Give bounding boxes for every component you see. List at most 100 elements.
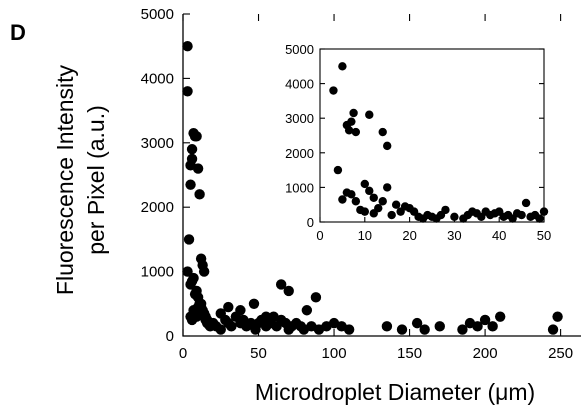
main-y-tick-label: 3000	[141, 135, 174, 152]
inset-data-points	[329, 62, 549, 223]
main-data-point	[198, 266, 210, 277]
inset-x-tick-label: 50	[537, 228, 551, 243]
main-x-tick-label: 50	[250, 345, 267, 362]
inset-y-tick-label: 5000	[285, 42, 314, 57]
main-data-point	[301, 305, 313, 316]
main-data-point	[188, 272, 199, 284]
main-data-point	[260, 311, 272, 322]
inset-data-point	[535, 214, 544, 223]
main-data-point	[434, 321, 445, 332]
main-data-point	[194, 189, 205, 200]
inset-axis-ticks: 0 10 20 30 40 50 0 1000 2000 3000 4000 5000	[285, 42, 551, 243]
main-data-point	[186, 144, 198, 155]
main-data-point	[419, 324, 430, 335]
inset-data-point	[338, 62, 347, 71]
main-y-tick-label: 4000	[141, 70, 174, 87]
inset-x-tick-label: 10	[358, 228, 372, 243]
main-data-point	[472, 321, 483, 332]
main-y-tick-label: 0	[166, 328, 174, 345]
main-x-tick-label: 250	[548, 345, 573, 362]
y-axis-title-line-1: Fluorescence Intensity	[52, 64, 78, 295]
main-data-point	[195, 298, 207, 309]
inset-y-tick-label: 0	[307, 215, 314, 230]
inset-x-tick-label: 0	[316, 228, 323, 243]
main-data-point	[192, 163, 204, 174]
main-data-point	[191, 131, 202, 142]
main-data-point	[479, 314, 491, 326]
inset-data-point	[521, 198, 531, 208]
inset-data-point	[347, 190, 356, 199]
inset-data-point	[383, 141, 392, 151]
inset-data-point	[369, 193, 378, 202]
main-data-point	[185, 179, 196, 190]
inset-data-point	[383, 183, 392, 192]
inset-data-point	[329, 86, 338, 95]
inset-data-point	[391, 200, 401, 209]
main-data-point	[182, 41, 193, 52]
main-data-point	[215, 308, 226, 319]
inset-y-tick-label: 2000	[285, 146, 314, 161]
inset-data-point	[360, 179, 369, 189]
inset-data-point	[378, 127, 387, 137]
inset-data-point	[351, 197, 361, 206]
inset-data-point	[365, 186, 374, 196]
inset-y-tick-label: 4000	[285, 77, 314, 92]
main-x-tick-label: 0	[179, 345, 187, 362]
main-data-point	[310, 292, 322, 303]
main-data-point	[235, 305, 246, 316]
inset-data-point	[338, 195, 347, 204]
main-data-point	[487, 321, 498, 332]
inset-data-point	[374, 203, 383, 213]
inset-plot: 0 10 20 30 40 50 0 1000 2000 3000 4000 5000	[285, 42, 551, 243]
inset-data-point	[517, 210, 526, 220]
main-data-point	[223, 301, 234, 313]
main-data-point	[275, 279, 287, 290]
inset-x-tick-label: 30	[447, 228, 461, 243]
inset-data-point	[347, 117, 356, 126]
main-data-point	[186, 153, 198, 165]
x-axis-title: Microdroplet Diameter (μm)	[255, 379, 535, 405]
main-data-point	[411, 317, 423, 329]
inset-data-point	[450, 212, 459, 222]
y-axis-title: Fluorescence Intensity per Pixel (a.u.)	[52, 64, 109, 295]
inset-data-point	[344, 126, 354, 135]
main-data-point	[547, 324, 559, 335]
main-axes	[182, 14, 581, 337]
inset-data-point	[349, 108, 358, 118]
inset-data-point	[378, 197, 387, 206]
main-data-point	[248, 298, 260, 309]
inset-data-point	[333, 165, 343, 175]
inset-data-point	[365, 110, 374, 119]
inset-data-point	[360, 207, 369, 216]
main-x-tick-label: 100	[322, 345, 347, 362]
main-y-tick-label: 2000	[141, 199, 174, 216]
panel-label: D	[10, 20, 26, 45]
main-x-tick-label: 150	[397, 345, 422, 362]
main-data-point	[381, 321, 393, 332]
main-data-point	[343, 324, 355, 335]
main-data-point	[457, 324, 468, 335]
inset-data-point	[539, 207, 549, 216]
main-data-point	[396, 324, 408, 335]
main-y-tick-label: 1000	[141, 264, 174, 281]
inset-y-tick-label: 1000	[285, 180, 314, 195]
main-data-point	[552, 311, 563, 322]
inset-x-tick-label: 40	[492, 228, 506, 243]
inset-data-point	[351, 127, 361, 137]
main-data-point	[183, 234, 195, 245]
main-data-point	[215, 324, 226, 335]
inset-y-tick-label: 3000	[285, 111, 314, 126]
inset-data-point	[387, 210, 396, 220]
main-y-tick-label: 5000	[141, 6, 174, 23]
main-x-tick-label: 200	[473, 345, 498, 362]
y-axis-title-line-2: per Pixel (a.u.)	[83, 105, 109, 255]
main-data-point	[283, 285, 294, 297]
inset-data-point	[441, 205, 450, 215]
inset-x-tick-label: 20	[402, 228, 416, 243]
main-data-point	[226, 321, 237, 332]
main-data-point	[494, 311, 506, 322]
main-data-point	[182, 86, 193, 97]
main-data-points	[182, 41, 563, 335]
